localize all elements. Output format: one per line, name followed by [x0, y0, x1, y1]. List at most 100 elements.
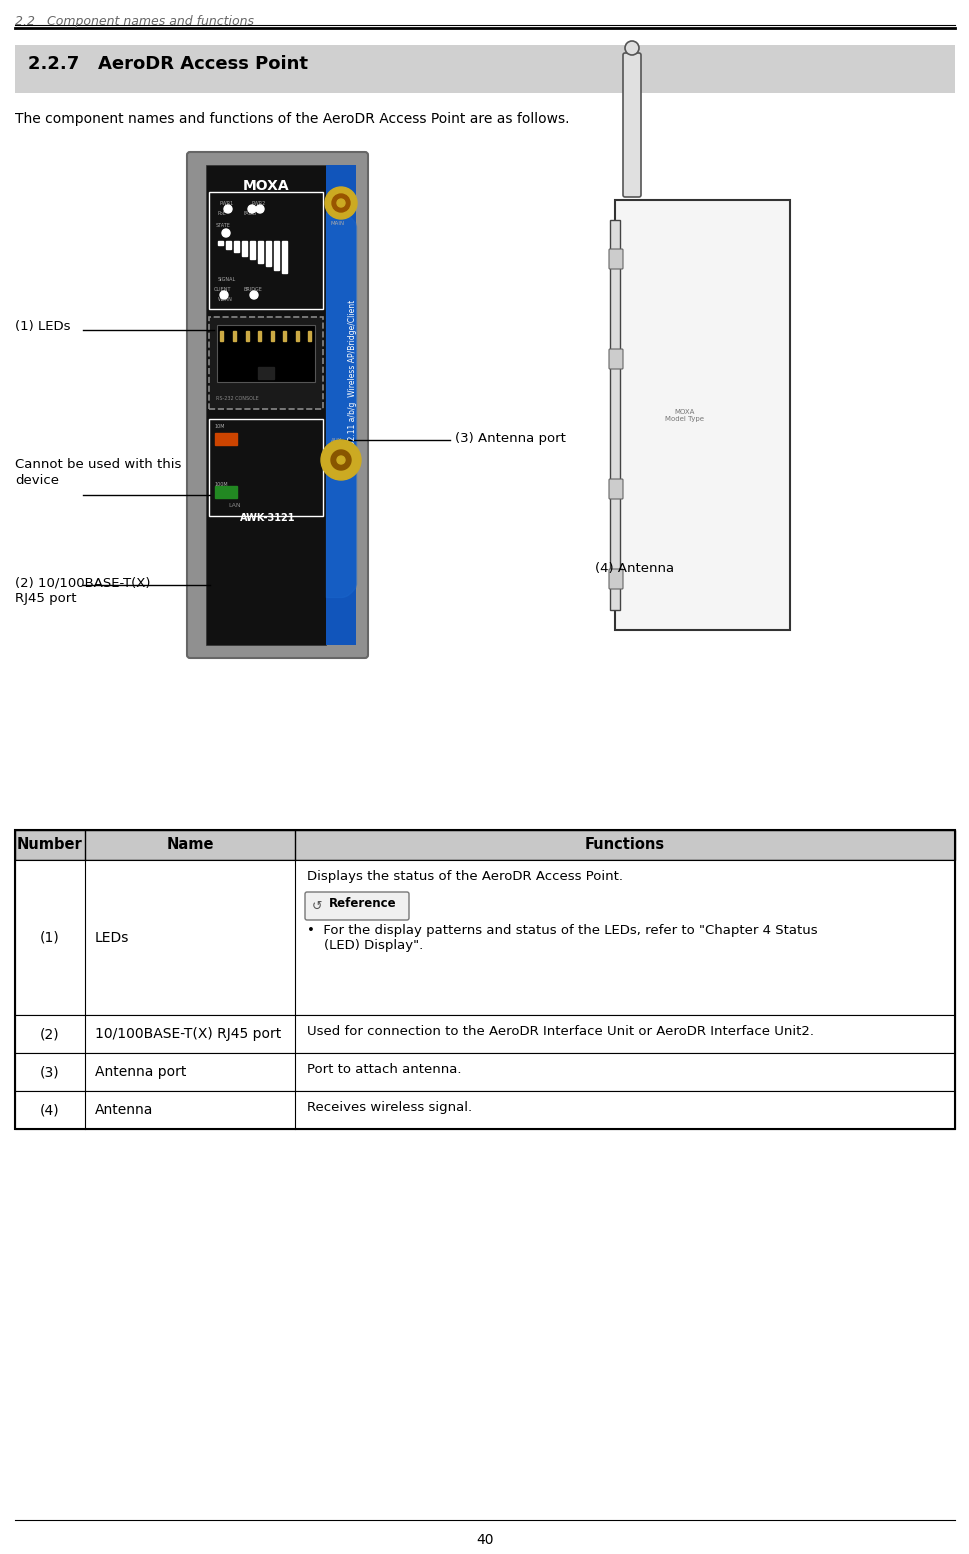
FancyBboxPatch shape [304, 892, 409, 920]
Text: AUX: AUX [330, 438, 342, 443]
Text: 10/100BASE-T(X) RJ45 port: 10/100BASE-T(X) RJ45 port [95, 1027, 281, 1041]
Text: 2.2.7   AeroDR Access Point: 2.2.7 AeroDR Access Point [28, 54, 308, 73]
Circle shape [336, 199, 345, 207]
FancyBboxPatch shape [205, 165, 326, 645]
FancyBboxPatch shape [208, 193, 323, 309]
Text: Name: Name [166, 838, 213, 852]
Text: 2.2   Component names and functions: 2.2 Component names and functions [15, 16, 254, 28]
Bar [226, 241, 231, 249]
Text: 100M: 100M [214, 482, 228, 486]
Bar [250, 241, 255, 260]
FancyBboxPatch shape [326, 165, 356, 645]
Text: Reference: Reference [328, 897, 396, 911]
Bar [233, 331, 235, 340]
Text: MOXA: MOXA [242, 179, 289, 193]
Text: Number: Number [17, 838, 82, 852]
Circle shape [248, 205, 256, 213]
Circle shape [330, 451, 351, 469]
Text: WLAN: WLAN [218, 297, 233, 301]
FancyBboxPatch shape [15, 45, 954, 93]
FancyBboxPatch shape [609, 479, 622, 499]
Text: Displays the status of the AeroDR Access Point.: Displays the status of the AeroDR Access… [306, 870, 622, 883]
Circle shape [321, 440, 360, 480]
Circle shape [224, 205, 232, 213]
Text: Port to attach antenna.: Port to attach antenna. [306, 1063, 461, 1075]
Text: RS-232 CONSOLE: RS-232 CONSOLE [216, 396, 259, 401]
Text: Used for connection to the AeroDR Interface Unit or AeroDR Interface Unit2.: Used for connection to the AeroDR Interf… [306, 1026, 813, 1038]
Text: The component names and functions of the AeroDR Access Point are as follows.: The component names and functions of the… [15, 112, 569, 126]
FancyBboxPatch shape [15, 1015, 954, 1054]
Bar [241, 241, 247, 255]
Bar [258, 241, 263, 263]
Text: LEDs: LEDs [95, 931, 129, 945]
Text: FAULT: FAULT [244, 211, 258, 216]
Circle shape [222, 228, 230, 238]
Bar [266, 241, 270, 266]
Text: 40: 40 [476, 1532, 493, 1546]
Bar [215, 434, 236, 444]
FancyBboxPatch shape [208, 420, 323, 516]
Circle shape [624, 40, 639, 54]
FancyBboxPatch shape [15, 1054, 954, 1091]
Text: AWK-3121: AWK-3121 [239, 513, 296, 524]
FancyBboxPatch shape [614, 200, 789, 629]
Text: (4): (4) [40, 1103, 60, 1117]
Bar [258, 367, 273, 379]
Text: Cannot be used with this: Cannot be used with this [15, 458, 181, 471]
Circle shape [220, 291, 228, 298]
Text: STATE: STATE [216, 224, 231, 228]
Text: (1) LEDs: (1) LEDs [15, 320, 71, 333]
Circle shape [250, 291, 258, 298]
Text: (2): (2) [40, 1027, 60, 1041]
Circle shape [256, 205, 264, 213]
Text: device: device [15, 474, 59, 486]
Text: (3): (3) [40, 1064, 60, 1078]
Text: ↺: ↺ [312, 900, 322, 912]
Bar [218, 241, 223, 246]
Text: (1): (1) [40, 931, 60, 945]
Text: •  For the display patterns and status of the LEDs, refer to "Chapter 4 Status
 : • For the display patterns and status of… [306, 925, 817, 953]
Text: (3) Antenna port: (3) Antenna port [454, 432, 565, 444]
FancyBboxPatch shape [609, 249, 622, 269]
FancyBboxPatch shape [15, 1091, 954, 1130]
Text: LAN: LAN [228, 503, 240, 508]
Text: Antenna: Antenna [95, 1103, 153, 1117]
Text: BRIDGE: BRIDGE [244, 287, 263, 292]
Text: Antenna port: Antenna port [95, 1064, 186, 1078]
FancyBboxPatch shape [610, 221, 619, 611]
Text: (2) 10/100BASE-T(X): (2) 10/100BASE-T(X) [15, 577, 150, 589]
Circle shape [325, 186, 357, 219]
Text: MAIN: MAIN [330, 221, 345, 225]
Bar [282, 241, 287, 274]
Bar [273, 241, 279, 269]
Bar [270, 331, 273, 340]
FancyBboxPatch shape [15, 859, 954, 1015]
Text: MOXA
Model Type: MOXA Model Type [665, 409, 703, 421]
Text: (4) Antenna: (4) Antenna [594, 563, 673, 575]
Bar [308, 331, 311, 340]
Bar [220, 331, 223, 340]
Circle shape [336, 455, 345, 465]
FancyBboxPatch shape [187, 152, 367, 657]
FancyBboxPatch shape [609, 569, 622, 589]
Circle shape [331, 194, 350, 211]
Bar [258, 331, 261, 340]
Text: Functions: Functions [584, 838, 665, 852]
Bar [215, 486, 236, 497]
Text: RJ45 port: RJ45 port [15, 592, 77, 605]
FancyBboxPatch shape [609, 350, 622, 368]
Bar [283, 331, 286, 340]
Text: PoE: PoE [218, 211, 227, 216]
Bar [245, 331, 248, 340]
Text: Receives wireless signal.: Receives wireless signal. [306, 1100, 472, 1114]
Text: PWR2: PWR2 [252, 200, 266, 207]
FancyBboxPatch shape [622, 53, 641, 197]
FancyBboxPatch shape [217, 325, 315, 382]
FancyBboxPatch shape [15, 830, 954, 859]
Text: 802.11 a/b/g  Wireless AP/Bridge/Client: 802.11 a/b/g Wireless AP/Bridge/Client [348, 300, 358, 451]
FancyBboxPatch shape [208, 317, 323, 409]
Text: 10M: 10M [214, 424, 224, 429]
Bar [296, 331, 298, 340]
Bar [234, 241, 238, 252]
Text: CLIENT: CLIENT [214, 287, 232, 292]
